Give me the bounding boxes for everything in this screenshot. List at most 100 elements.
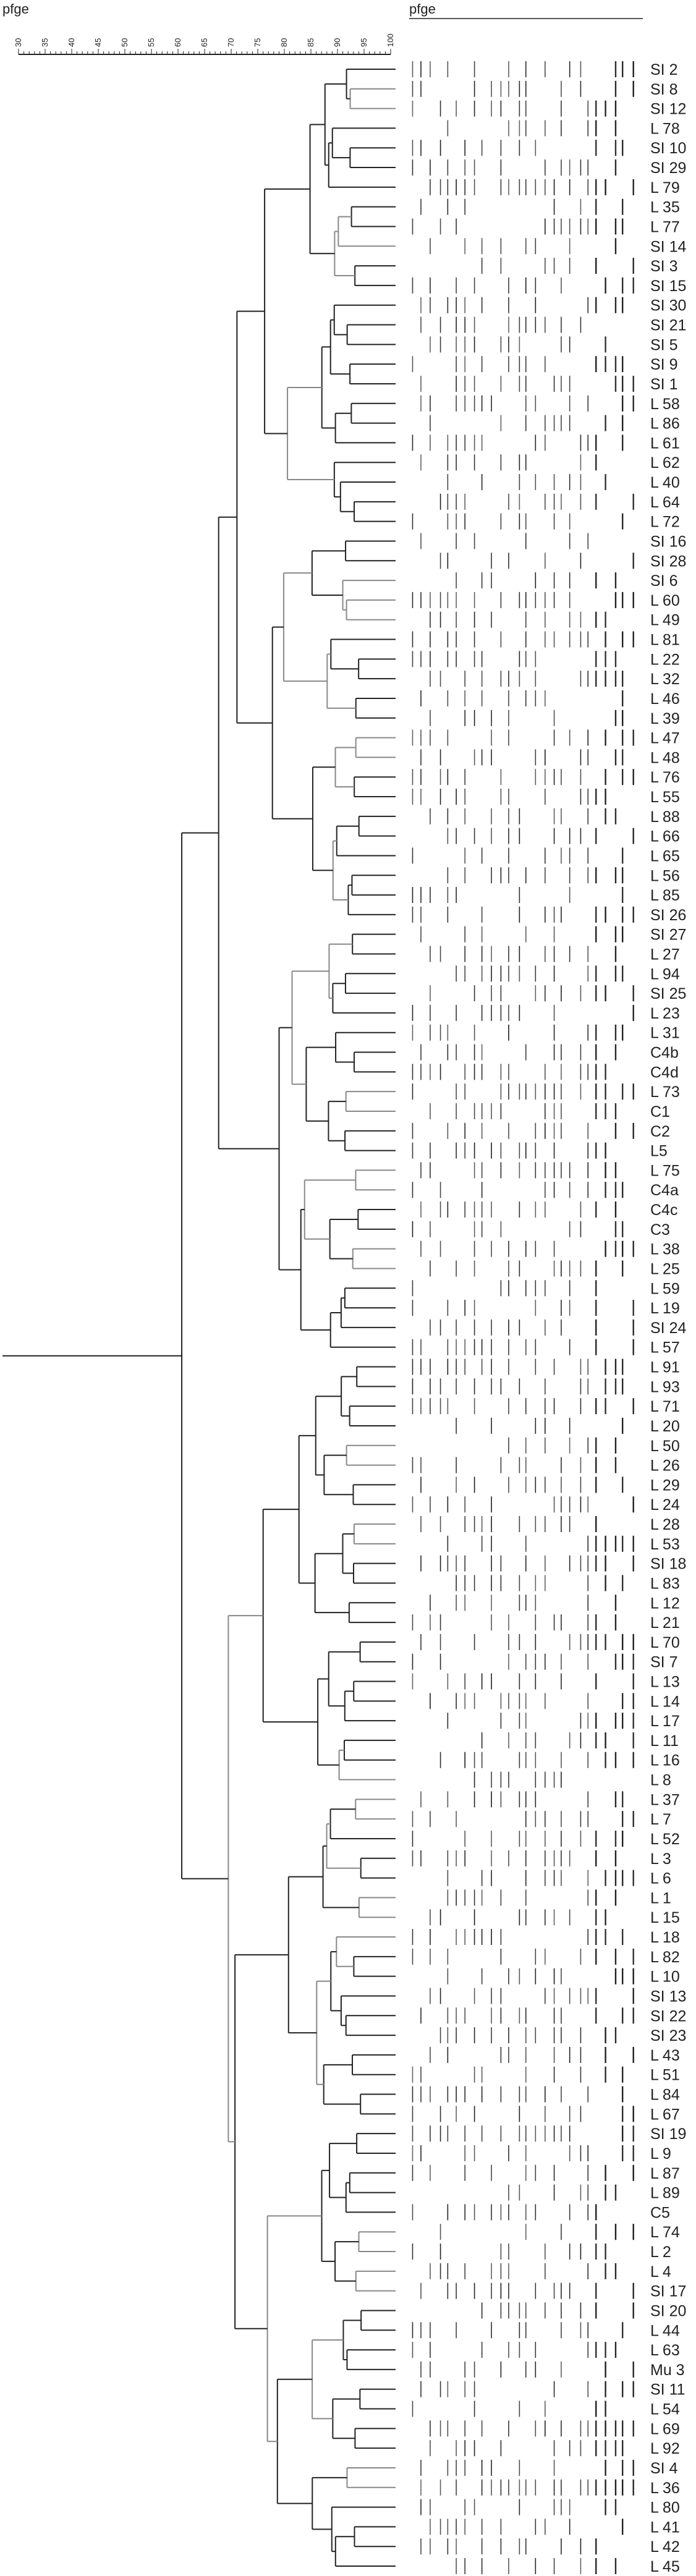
isolate-label: L 88: [650, 808, 680, 826]
isolate-label: L 53: [650, 1536, 680, 1553]
isolate-label: L 15: [650, 1909, 680, 1926]
scale-tick-label: 95: [359, 38, 368, 47]
isolate-label: L 39: [650, 710, 680, 727]
isolate-label: SI 26: [650, 907, 686, 924]
isolate-label: L 29: [650, 1477, 680, 1494]
isolate-label: L 85: [650, 887, 680, 904]
isolate-label: SI 6: [650, 572, 677, 590]
isolate-label: L 91: [650, 1359, 680, 1376]
isolate-label: C4a: [650, 1182, 679, 1199]
isolate-label: SI 25: [650, 985, 686, 1002]
isolate-label: SI 14: [650, 238, 686, 255]
isolate-label: SI 9: [650, 356, 677, 373]
isolate-label: L 69: [650, 2420, 680, 2438]
isolate-label: L 66: [650, 828, 680, 845]
isolate-label: SI 4: [650, 2460, 678, 2477]
isolate-label: L 1: [650, 1889, 671, 1907]
isolate-label: L 84: [650, 2087, 680, 2104]
isolate-label: L 64: [650, 494, 680, 511]
isolate-label: L 32: [650, 671, 680, 688]
isolate-label: SI 1: [650, 376, 677, 393]
isolate-label: L 81: [650, 632, 680, 649]
isolate-label: L 58: [650, 396, 680, 413]
isolate-label: L 51: [650, 2067, 680, 2084]
isolate-label: L 7: [650, 1811, 671, 1828]
isolate-label: L 21: [650, 1614, 680, 1632]
isolate-label: SI 29: [650, 159, 686, 177]
isolate-label: L 57: [650, 1339, 680, 1357]
isolate-label: SI 30: [650, 297, 686, 315]
scale-tick-label: 75: [253, 38, 262, 47]
isolate-label: L 52: [650, 1831, 680, 1848]
isolate-label: L 48: [650, 749, 680, 766]
dendrogram-title: pfge: [2, 1, 29, 17]
isolate-label: SI 13: [650, 1988, 686, 2005]
isolate-label: SI 7: [650, 1654, 677, 1671]
isolate-labels: SI 2 SI 8 SI 12 L 78 SI 10 SI 29 L 79 L 35 L 77 S…: [650, 61, 686, 2575]
isolate-label: SI 5: [650, 336, 677, 354]
scale-tick-label: 60: [173, 38, 182, 47]
scale-tick-label: 40: [67, 38, 76, 47]
isolate-label: L 11: [650, 1732, 679, 1750]
isolate-label: L 13: [650, 1674, 680, 1691]
isolate-label: L 75: [650, 1162, 680, 1179]
isolate-label: C4b: [650, 1044, 679, 1062]
isolate-label: L 78: [650, 120, 680, 137]
isolate-label: L 43: [650, 2047, 680, 2064]
isolate-label: L 49: [650, 612, 680, 629]
isolate-label: L 22: [650, 651, 680, 668]
isolate-label: L 4: [650, 2263, 671, 2281]
isolate-label: L 70: [650, 1634, 680, 1651]
isolate-label: L 93: [650, 1378, 680, 1396]
isolate-label: L 47: [650, 730, 680, 747]
isolate-label: SI 15: [650, 278, 686, 295]
isolate-label: L 80: [650, 2499, 680, 2517]
isolate-label: L 38: [650, 1241, 680, 1258]
isolate-label: SI 28: [650, 553, 686, 570]
isolate-label: L 42: [650, 2538, 680, 2556]
isolate-label: L 89: [650, 2185, 680, 2202]
isolate-label: C1: [650, 1103, 670, 1121]
scale-tick-label: 55: [146, 38, 156, 47]
isolate-label: L 26: [650, 1457, 680, 1475]
isolate-label: SI 21: [650, 317, 686, 334]
isolate-label: L 56: [650, 867, 680, 884]
isolate-label: C4c: [650, 1201, 677, 1219]
isolate-label: L 46: [650, 690, 680, 708]
gel-title: pfge: [409, 1, 436, 17]
isolate-label: L 8: [650, 1772, 671, 1789]
isolate-label: SI 22: [650, 2007, 686, 2025]
isolate-label: L 76: [650, 769, 680, 786]
isolate-label: L 41: [650, 2519, 680, 2536]
isolate-label: L 62: [650, 454, 680, 472]
isolate-label: L 71: [650, 1398, 680, 1415]
isolate-label: L 35: [650, 199, 680, 216]
scale-tick-label: 45: [93, 38, 103, 47]
scale-tick-label: 80: [279, 38, 289, 47]
isolate-label: L 74: [650, 2224, 680, 2241]
isolate-label: C2: [650, 1123, 670, 1140]
scale-tick-label: 90: [333, 38, 342, 47]
isolate-label: SI 17: [650, 2283, 686, 2300]
scale-tick-label: 70: [226, 38, 236, 47]
scale-tick-label: 35: [40, 38, 49, 47]
isolate-label: L 16: [650, 1752, 680, 1769]
isolate-label: SI 8: [650, 81, 677, 98]
isolate-label: L 50: [650, 1438, 680, 1455]
isolate-label: L 40: [650, 474, 680, 491]
scale-tick-label: 85: [306, 38, 315, 47]
isolate-label: L 31: [650, 1025, 680, 1042]
isolate-label: L 87: [650, 2165, 680, 2182]
similarity-scale: 30 35 40 45 50 55 60 65 70 75 80 85 90 95 100: [14, 18, 643, 55]
isolate-label: SI 18: [650, 1556, 686, 1573]
isolate-label: SI 24: [650, 1320, 686, 1337]
isolate-label: L 60: [650, 592, 680, 609]
isolate-label: L 17: [650, 1713, 680, 1730]
isolate-label: C5: [650, 2204, 670, 2221]
isolate-label: SI 12: [650, 101, 686, 118]
isolate-label: SI 3: [650, 258, 677, 275]
isolate-label: L 27: [650, 946, 680, 963]
isolate-label: L 6: [650, 1870, 671, 1888]
isolate-label: L 37: [650, 1791, 680, 1808]
isolate-label: L 67: [650, 2106, 680, 2123]
